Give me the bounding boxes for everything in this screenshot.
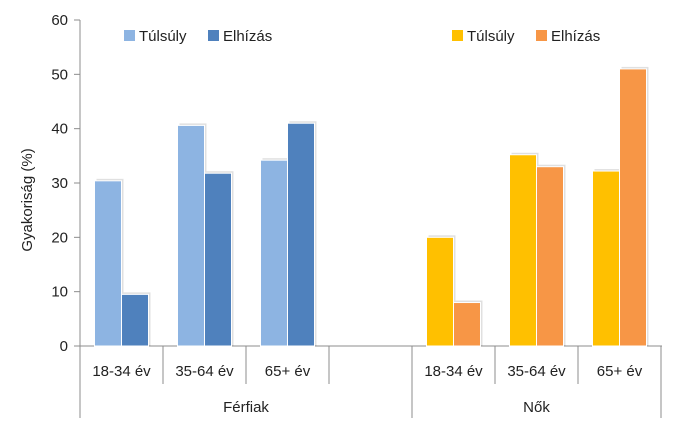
y-tick-label: 50 — [51, 66, 68, 83]
chart-axes: 0 10 20 30 40 50 60 18-34 év 35-64 év 65+ év Férfi… — [51, 12, 662, 418]
group-label: Férfiak — [223, 399, 269, 416]
legend-label: Túlsúly — [139, 28, 187, 45]
legend-label: Elhízás — [223, 28, 272, 45]
x-category-label: 35-64 év — [175, 363, 234, 380]
bar-0-0-1 — [177, 124, 205, 347]
x-category-label: 35-64 év — [507, 363, 566, 380]
y-tick-label: 0 — [60, 338, 68, 355]
x-category-label: 18-34 év — [92, 363, 151, 380]
group-label: Nők — [523, 399, 550, 416]
bar-0-1-0 — [121, 293, 149, 347]
x-category-label: 65+ év — [597, 363, 643, 380]
bar-0-0-0 — [94, 180, 122, 347]
chart-legend: Túlsúly Elhízás Túlsúly Elhízás — [124, 28, 600, 45]
y-tick-label: 20 — [51, 229, 68, 246]
chart-bars — [94, 66, 649, 347]
bar-1-0-0 — [426, 236, 454, 347]
legend-label: Túlsúly — [467, 28, 515, 45]
y-tick-label: 30 — [51, 175, 68, 192]
bar-1-1-0 — [453, 302, 481, 347]
y-tick-label: 60 — [51, 12, 68, 29]
bar-1-1-2 — [619, 68, 647, 347]
y-tick-label: 40 — [51, 121, 68, 138]
legend-swatch — [452, 30, 463, 41]
y-axis-label: Gyakoriság (%) — [19, 148, 36, 251]
legend-label: Elhízás — [551, 28, 600, 45]
x-category-label: 18-34 év — [424, 363, 483, 380]
bar-0-1-1 — [204, 172, 232, 347]
x-category-label: 65+ év — [265, 363, 311, 380]
legend-swatch — [124, 30, 135, 41]
bar-1-0-2 — [592, 170, 620, 347]
legend-swatch — [536, 30, 547, 41]
y-tick-label: 10 — [51, 284, 68, 301]
bar-1-1-1 — [536, 166, 564, 347]
bar-1-0-1 — [509, 154, 537, 347]
legend-swatch — [208, 30, 219, 41]
bar-0-0-2 — [260, 159, 288, 347]
bar-0-1-2 — [287, 122, 315, 347]
